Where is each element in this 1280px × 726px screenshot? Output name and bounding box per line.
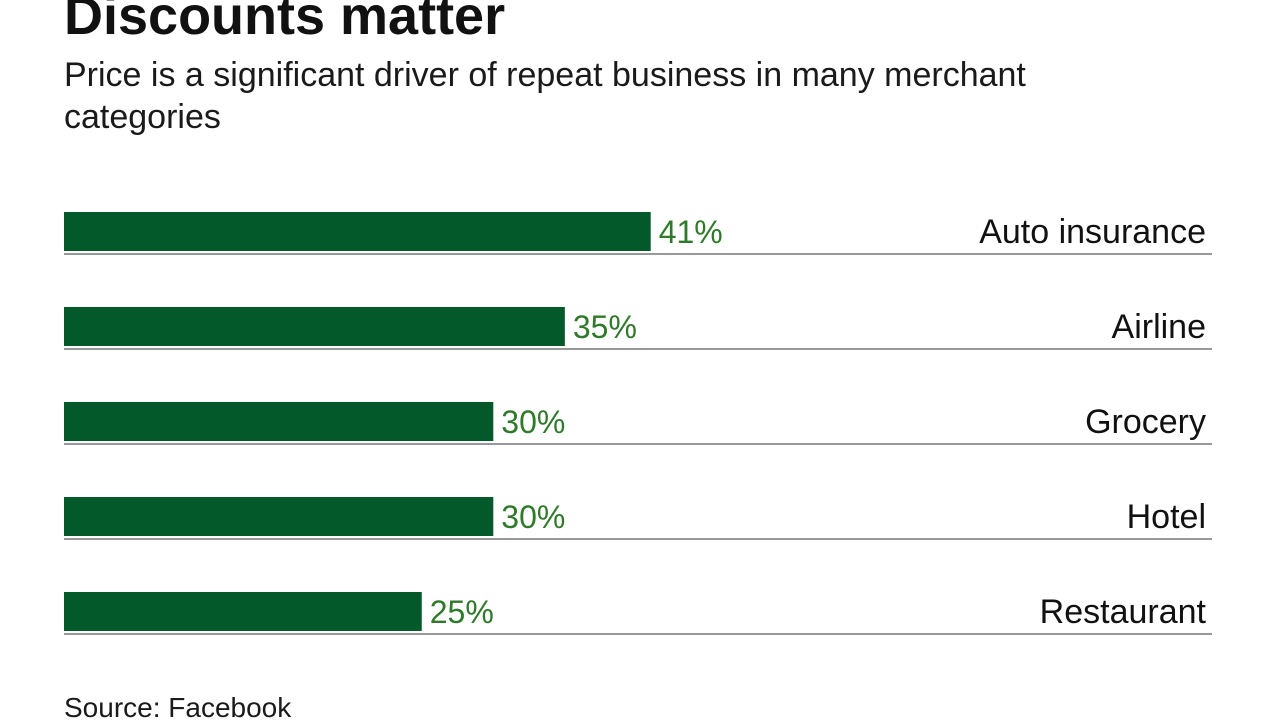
category-label: Airline (1112, 308, 1206, 346)
value-label: 30% (501, 499, 565, 535)
bar (64, 212, 651, 251)
value-label: 41% (659, 214, 723, 250)
bar (64, 307, 565, 346)
value-label: 35% (573, 309, 637, 345)
bar (64, 402, 494, 441)
source-note: Source: Facebook (64, 692, 292, 723)
category-label: Hotel (1127, 498, 1206, 536)
bar (64, 497, 494, 536)
value-label: 30% (501, 404, 565, 440)
chart-title: Discounts matter (64, 0, 506, 46)
category-label: Restaurant (1040, 593, 1207, 631)
value-label: 25% (430, 594, 494, 630)
bar (64, 592, 422, 631)
chart-subtitle: Price is a significant driver of repeat … (64, 56, 1026, 136)
category-label: Grocery (1085, 403, 1206, 441)
category-label: Auto insurance (979, 213, 1206, 251)
